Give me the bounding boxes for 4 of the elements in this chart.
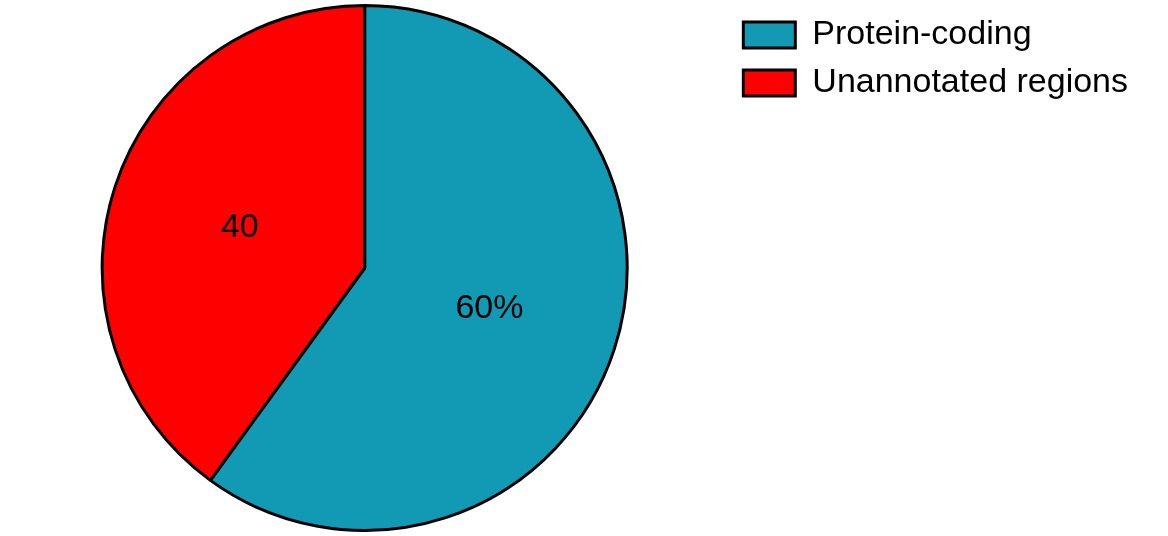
data-label: 60% (455, 286, 524, 325)
data-label: 40 (220, 205, 259, 244)
legend-label: Unannotated regions (812, 61, 1129, 100)
legend-label: Protein-coding (812, 13, 1032, 52)
